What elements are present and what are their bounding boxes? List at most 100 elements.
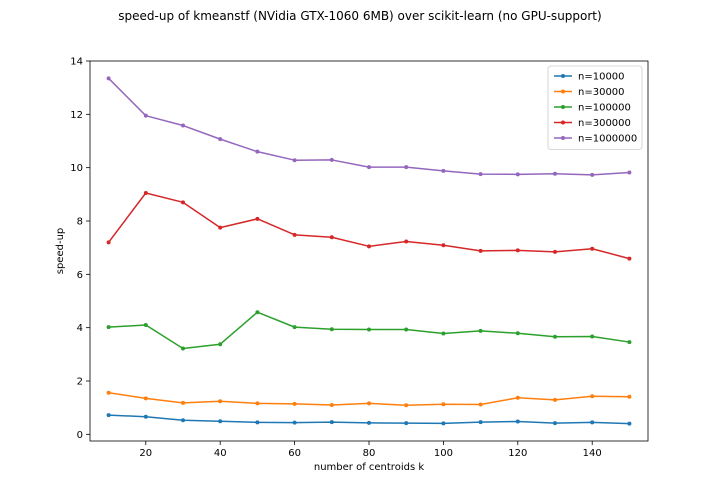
data-point	[218, 399, 223, 404]
legend-box	[547, 65, 643, 150]
data-point	[255, 310, 260, 315]
data-point	[181, 346, 185, 351]
series-n=1000000	[106, 76, 632, 177]
data-point	[106, 325, 111, 330]
data-point	[627, 170, 632, 175]
data-point	[143, 396, 148, 401]
data-point	[553, 334, 557, 339]
data-point	[255, 401, 260, 406]
x-tick-label: 100	[434, 448, 453, 459]
data-point	[590, 246, 595, 251]
data-point	[218, 137, 223, 142]
data-point	[255, 420, 260, 425]
data-point	[292, 158, 297, 163]
data-point	[143, 323, 148, 327]
data-point	[143, 191, 148, 195]
data-point	[106, 390, 111, 395]
data-point	[367, 420, 371, 425]
y-tick-label: 12	[70, 110, 83, 121]
legend-marker	[561, 74, 565, 78]
data-point	[255, 216, 260, 221]
series-n=10000	[106, 413, 632, 426]
data-point	[404, 421, 409, 426]
series-n=30000	[106, 390, 632, 408]
x-tick-label: 120	[508, 448, 527, 459]
legend-label: n=1000000	[578, 134, 637, 145]
x-tick-label: 60	[288, 448, 301, 459]
data-point	[367, 401, 371, 406]
y-tick-label: 4	[77, 323, 83, 334]
data-point	[404, 165, 409, 170]
data-point	[553, 421, 557, 426]
data-point	[515, 395, 520, 400]
data-point	[181, 123, 185, 128]
data-point	[181, 418, 185, 423]
legend-marker	[561, 105, 565, 109]
data-point	[218, 225, 223, 230]
data-point	[292, 401, 297, 406]
x-tick-label: 40	[214, 448, 227, 459]
legend-label: n=30000	[578, 87, 625, 98]
chart-title: speed-up of kmeanstf (NVidia GTX-1060 6M…	[118, 9, 601, 23]
legend-label: n=10000	[578, 72, 625, 83]
y-tick-label: 14	[70, 57, 83, 68]
data-point	[441, 243, 446, 248]
y-tick-label: 6	[77, 270, 83, 281]
data-point	[515, 172, 520, 177]
data-point	[590, 394, 595, 399]
data-point	[218, 419, 223, 424]
data-point	[292, 325, 297, 330]
data-point	[515, 331, 520, 336]
data-point	[627, 421, 632, 426]
data-point	[404, 327, 409, 332]
data-point	[329, 403, 334, 407]
data-point	[367, 165, 371, 170]
legend-marker	[561, 120, 565, 125]
legend-marker	[561, 136, 565, 140]
data-point	[404, 239, 409, 244]
y-tick-label: 2	[77, 377, 83, 388]
data-point	[329, 157, 334, 162]
legend-label: n=300000	[578, 118, 631, 129]
series-n=300000	[106, 191, 632, 261]
data-point	[441, 168, 446, 173]
data-point	[106, 413, 111, 418]
data-point	[181, 400, 185, 405]
legend-marker	[561, 89, 565, 94]
data-point	[553, 397, 557, 402]
x-tick-label: 140	[583, 448, 602, 459]
series-layer	[106, 76, 632, 426]
data-point	[441, 402, 446, 407]
data-point	[590, 172, 595, 177]
legend-item: n=1000000	[554, 134, 637, 145]
data-point	[329, 235, 334, 240]
series-n=100000	[106, 310, 632, 351]
data-point	[553, 171, 557, 176]
x-tick-label: 80	[363, 448, 376, 459]
data-point	[292, 232, 297, 237]
data-point	[515, 248, 520, 253]
legend-label: n=100000	[578, 103, 631, 114]
data-point	[627, 256, 632, 261]
data-point	[143, 414, 148, 419]
legend-item: n=300000	[554, 118, 631, 129]
legend-item: n=10000	[554, 72, 625, 83]
data-point	[441, 421, 446, 426]
data-point	[404, 403, 409, 408]
y-axis: 0 2 4 6 8 10 12 14	[70, 57, 90, 441]
data-point	[478, 328, 483, 333]
y-tick-label: 10	[70, 163, 83, 174]
data-point	[143, 113, 148, 118]
data-point	[181, 200, 185, 205]
data-point	[478, 402, 483, 407]
data-point	[367, 244, 371, 249]
data-point	[590, 420, 595, 425]
data-point	[329, 327, 334, 332]
data-point	[478, 172, 483, 177]
data-point	[255, 149, 260, 154]
data-point	[478, 248, 483, 253]
x-axis: 20 40 60 80 100 120 140	[139, 441, 602, 459]
legend-item: n=30000	[554, 87, 625, 98]
